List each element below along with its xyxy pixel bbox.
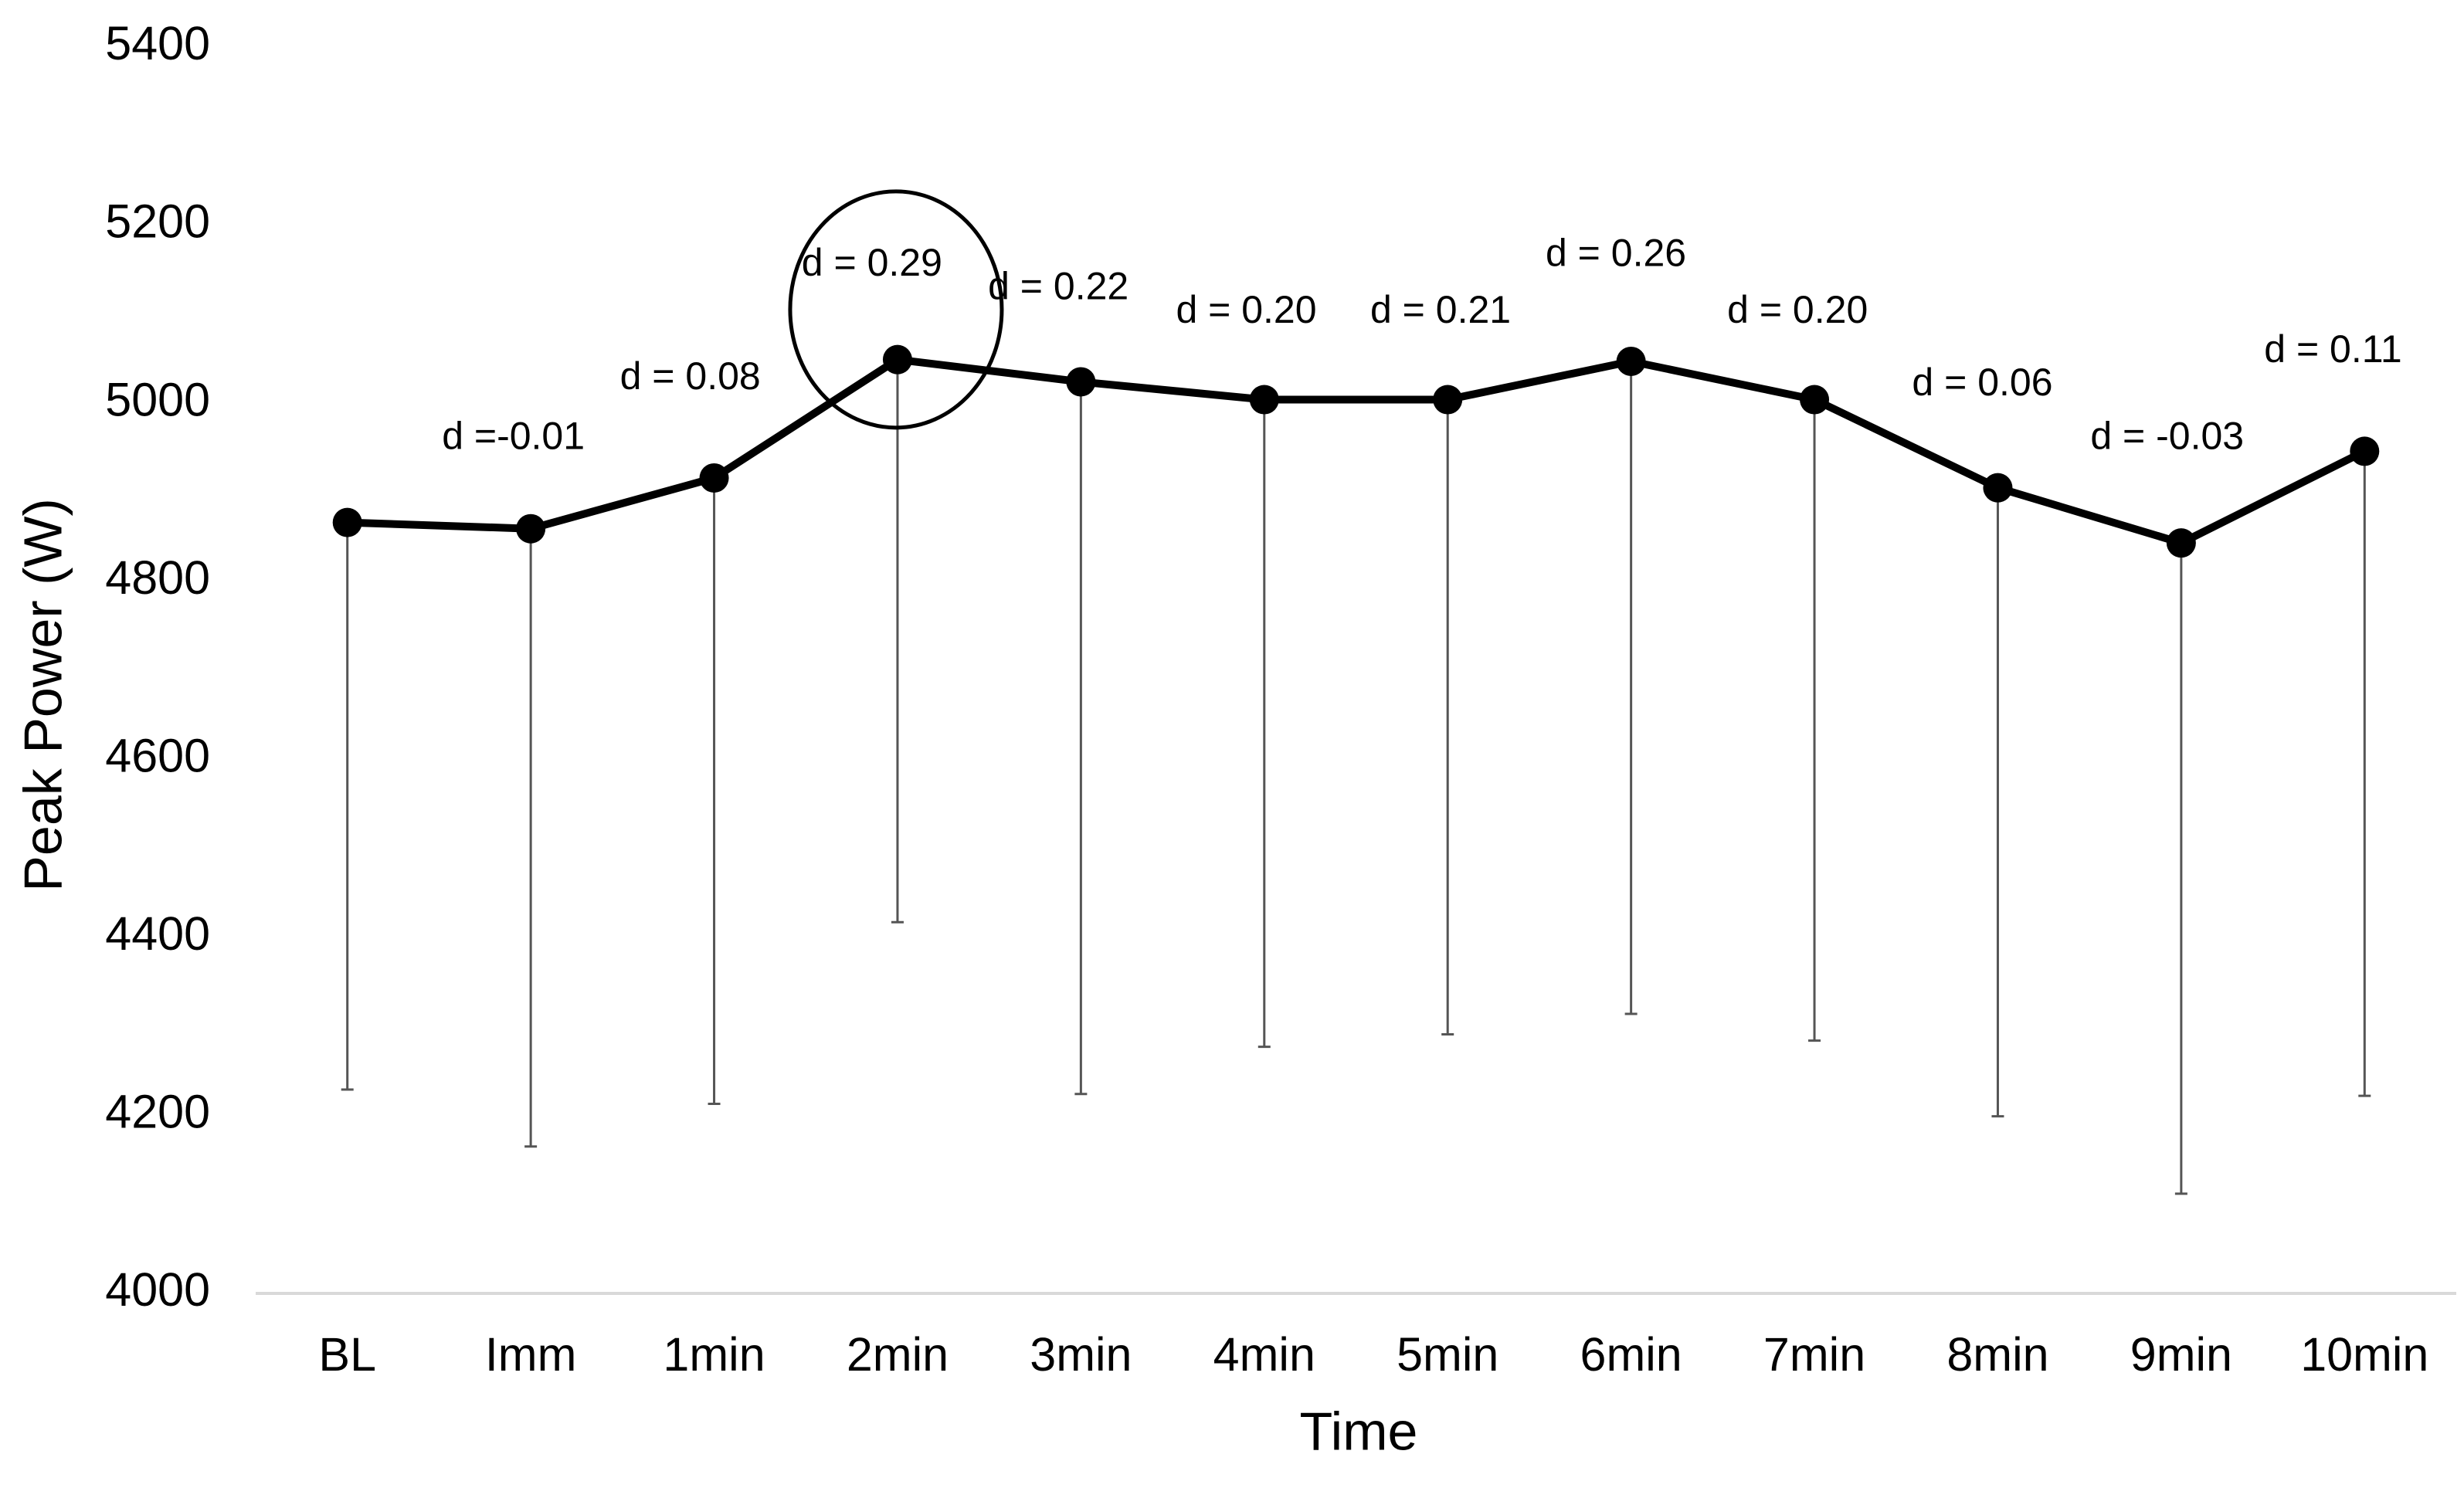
annotation: d = 0.22 <box>988 264 1128 307</box>
x-tick-label: 5min <box>1397 1328 1498 1381</box>
x-tick-label: 8min <box>1946 1328 2048 1381</box>
data-point <box>1616 346 1646 376</box>
y-tick-label: 4200 <box>105 1086 210 1138</box>
data-line <box>347 355 2367 547</box>
annotation: d = 0.08 <box>620 354 761 398</box>
x-tick-label: 7min <box>1763 1328 1865 1381</box>
data-point <box>1800 385 1830 415</box>
x-axis-title: Time <box>1300 1401 1418 1461</box>
data-point <box>332 507 362 537</box>
highlight-circle <box>788 189 1004 430</box>
x-tick-label: 2min <box>847 1328 949 1381</box>
annotation: d = 0.06 <box>1912 361 2052 404</box>
y-tick-label: 5000 <box>105 373 210 425</box>
x-tick-label: 6min <box>1580 1328 1682 1381</box>
y-tick-label: 4400 <box>105 907 210 960</box>
annotation: d = -0.03 <box>2090 415 2244 458</box>
data-point <box>1983 473 2013 503</box>
data-point <box>1066 367 1096 397</box>
annotation: d = 0.26 <box>1546 231 1686 274</box>
data-point <box>2350 436 2380 466</box>
y-tick-label: 5200 <box>105 195 210 248</box>
annotation: d = 0.29 <box>802 241 942 284</box>
data-point <box>882 344 912 375</box>
x-tick-label: 3min <box>1030 1328 1132 1381</box>
x-tick-label: 9min <box>2130 1328 2232 1381</box>
annotation: d = 0.11 <box>2264 327 2401 371</box>
data-point <box>2166 528 2196 558</box>
y-tick-label: 4800 <box>105 551 210 604</box>
x-tick-label: 1min <box>663 1328 765 1381</box>
annotation: d = 0.21 <box>1370 288 1511 331</box>
annotation: d = 0.20 <box>1176 288 1316 331</box>
data-point <box>1433 385 1463 415</box>
annotation: d = 0.20 <box>1727 288 1868 331</box>
x-tick-label: 10min <box>2300 1328 2428 1381</box>
data-point <box>1249 385 1279 415</box>
data-point <box>699 463 729 493</box>
x-tick-label: BL <box>318 1328 376 1381</box>
x-tick-label: 4min <box>1213 1328 1315 1381</box>
y-tick-label: 4600 <box>105 729 210 781</box>
annotation: d =-0.01 <box>442 415 585 458</box>
y-axis-title: Peak Power (W) <box>12 498 73 892</box>
y-tick-label: 4000 <box>105 1263 210 1316</box>
data-point <box>516 514 546 544</box>
y-tick-label: 5400 <box>105 17 210 69</box>
x-tick-label: Imm <box>485 1328 577 1381</box>
